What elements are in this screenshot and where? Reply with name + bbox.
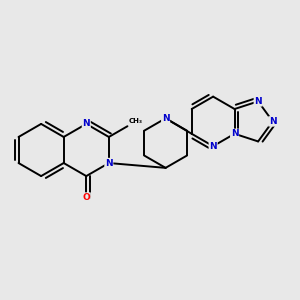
Text: N: N: [105, 158, 113, 167]
Text: N: N: [269, 117, 277, 126]
Text: N: N: [162, 114, 170, 123]
Text: N: N: [231, 129, 239, 138]
Text: N: N: [254, 97, 262, 106]
Text: CH₃: CH₃: [129, 118, 143, 124]
Text: N: N: [82, 119, 90, 128]
Text: O: O: [82, 193, 90, 202]
Text: N: N: [209, 142, 217, 151]
